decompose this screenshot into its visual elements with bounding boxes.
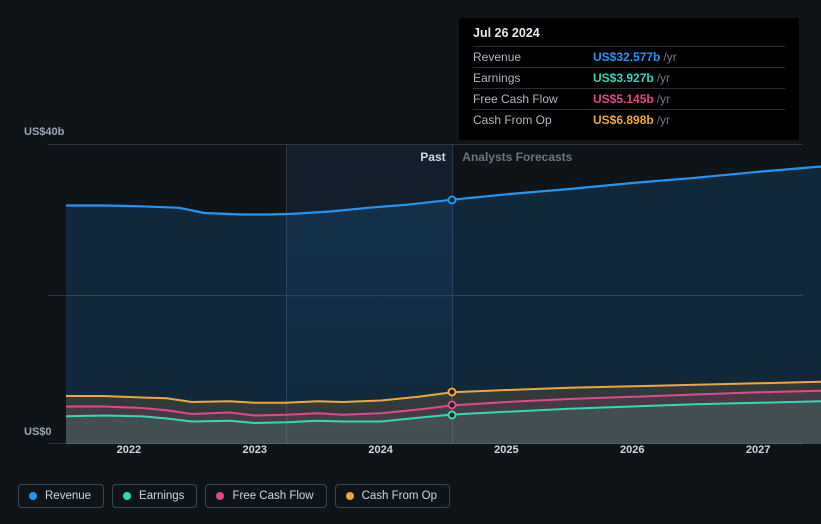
- cash_from_op-marker: [448, 388, 457, 397]
- x-tick-label: 2024: [368, 444, 392, 456]
- earnings-marker: [448, 410, 457, 419]
- tooltip-row-label: Revenue: [473, 50, 593, 64]
- legend-dot-icon: [29, 492, 37, 500]
- legend-item-label: Revenue: [45, 490, 91, 502]
- chart-lines-svg: [66, 144, 821, 444]
- hover-tooltip: Jul 26 2024 RevenueUS$32.577b/yrEarnings…: [459, 18, 799, 140]
- tooltip-row: Free Cash FlowUS$5.145b/yr: [473, 88, 785, 109]
- legend-item-earnings[interactable]: Earnings: [112, 484, 197, 508]
- tooltip-row: Cash From OpUS$6.898b/yr: [473, 109, 785, 130]
- legend-item-cash-from-op[interactable]: Cash From Op: [335, 484, 450, 508]
- tooltip-row-value: US$6.898b: [593, 113, 654, 127]
- tooltip-row: RevenueUS$32.577b/yr: [473, 46, 785, 67]
- tooltip-row-label: Free Cash Flow: [473, 92, 593, 106]
- legend-item-label: Free Cash Flow: [232, 490, 313, 502]
- free_cash_flow-marker: [448, 401, 457, 410]
- tooltip-row-unit: /yr: [657, 92, 670, 106]
- chart-legend: Revenue Earnings Free Cash Flow Cash From O…: [18, 484, 450, 508]
- legend-item-label: Earnings: [139, 490, 184, 502]
- legend-dot-icon: [123, 492, 131, 500]
- tooltip-row-label: Cash From Op: [473, 113, 593, 127]
- legend-dot-icon: [346, 492, 354, 500]
- tooltip-row-value: US$3.927b: [593, 71, 654, 85]
- x-tick-label: 2025: [494, 444, 518, 456]
- x-tick-label: 2023: [243, 444, 267, 456]
- financial-chart: US$40b US$0 Past Analysts Forecasts 2022…: [18, 0, 803, 524]
- legend-item-revenue[interactable]: Revenue: [18, 484, 104, 508]
- tooltip-row: EarningsUS$3.927b/yr: [473, 67, 785, 88]
- tooltip-row-value: US$32.577b: [593, 50, 660, 64]
- tooltip-row-unit: /yr: [657, 71, 670, 85]
- revenue-marker: [448, 195, 457, 204]
- tooltip-date: Jul 26 2024: [473, 26, 785, 40]
- legend-item-label: Cash From Op: [362, 490, 437, 502]
- x-tick-label: 2027: [746, 444, 770, 456]
- x-axis-labels: 2022 2023 2024 2025 2026 2027: [66, 444, 785, 464]
- tooltip-row-unit: /yr: [657, 113, 670, 127]
- tooltip-row-unit: /yr: [663, 50, 676, 64]
- legend-dot-icon: [216, 492, 224, 500]
- x-tick-label: 2026: [620, 444, 644, 456]
- tooltip-row-label: Earnings: [473, 71, 593, 85]
- y-axis-label-top: US$40b: [24, 126, 64, 138]
- tooltip-row-value: US$5.145b: [593, 92, 654, 106]
- x-tick-label: 2022: [117, 444, 141, 456]
- legend-item-free-cash-flow[interactable]: Free Cash Flow: [205, 484, 326, 508]
